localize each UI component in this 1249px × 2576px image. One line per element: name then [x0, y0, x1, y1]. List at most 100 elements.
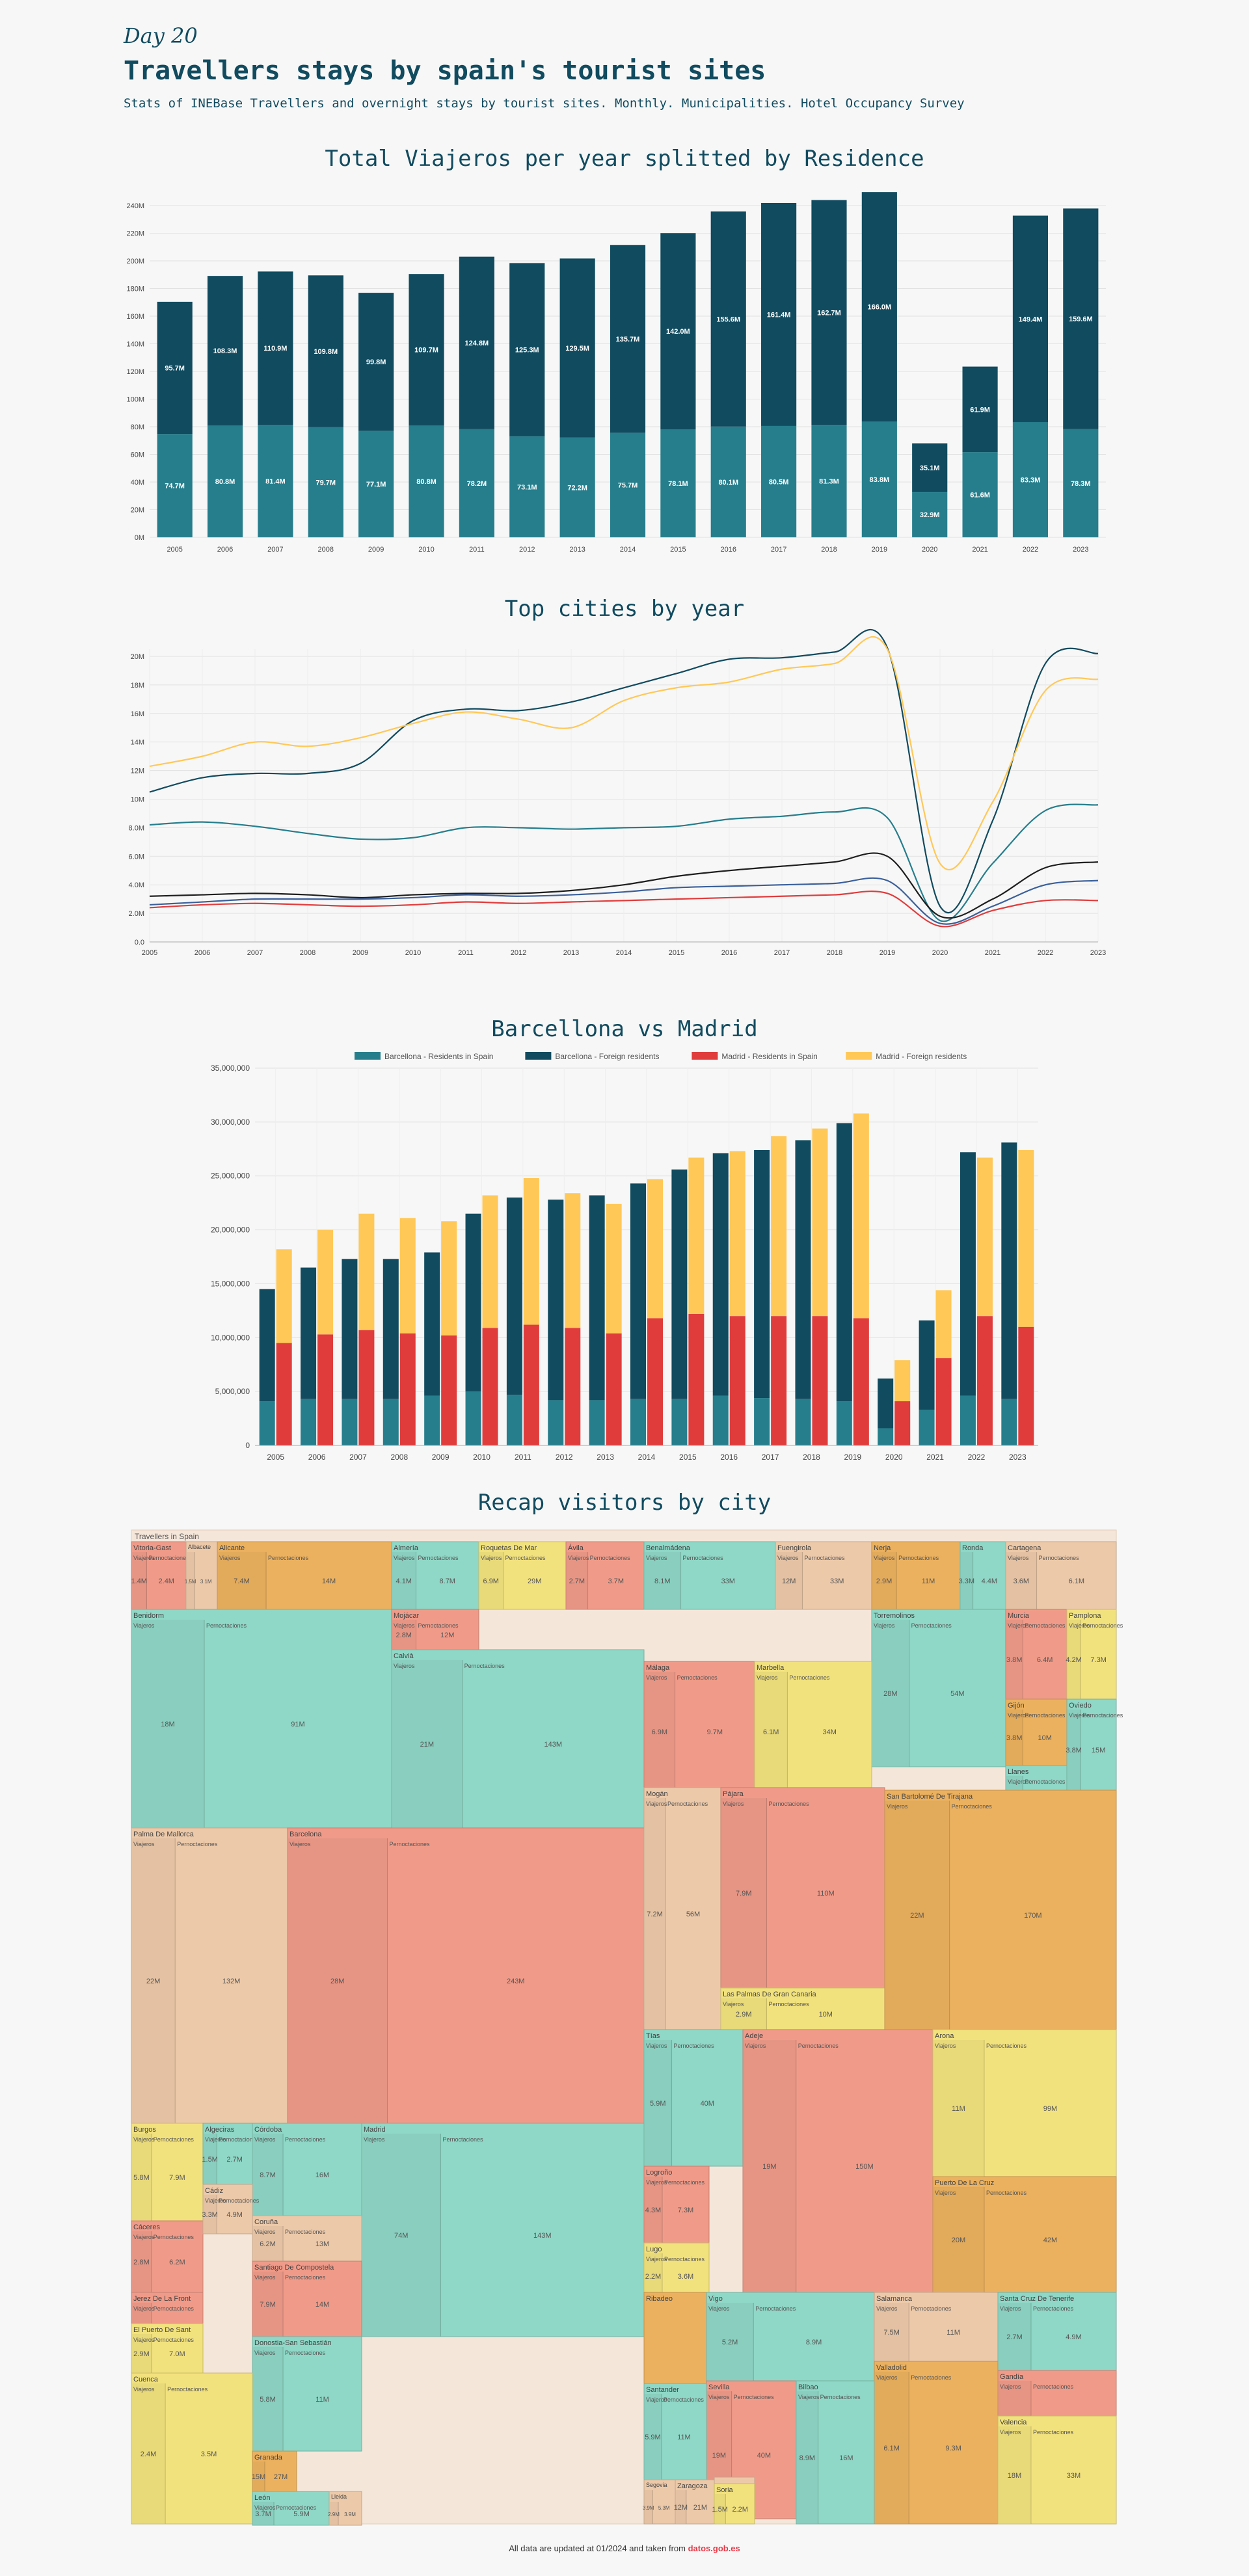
treemap-viajeros-box [645, 2040, 672, 2166]
treemap-viajeros-value: 5.8M [260, 2396, 275, 2404]
treemap-city-label: San Bartolomé De Tirajana [887, 1793, 973, 1801]
treemap-viajeros-value: 12M [782, 1577, 796, 1585]
treemap-viajeros-value: 22M [146, 1978, 160, 1985]
treemap-viajeros-box [776, 1552, 803, 1609]
treemap-viajeros-label: Viajeros [133, 2305, 155, 2312]
page-subtitle: Stats of INEBase Travellers and overnigh… [124, 96, 965, 111]
treemap-viajeros-label: Viajeros [1069, 1712, 1090, 1719]
bar-residents-spain [308, 427, 343, 537]
treemap-city-label: Segovia [646, 2482, 667, 2488]
treemap-city-label: Puerto De La Cruz [935, 2179, 994, 2187]
treemap-viajeros-value: 4.2M [1066, 1656, 1081, 1664]
x-tick-label: 2010 [418, 546, 434, 554]
treemap-pernoctaciones-value: 10M [1038, 1734, 1051, 1742]
y-tick-label: 10,000,000 [211, 1333, 250, 1342]
treemap-pernoctaciones-label: Pernoctaciones [986, 2190, 1027, 2196]
treemap-pernoctaciones-value: 40M [757, 2452, 771, 2460]
treemap-city-label: León [254, 2494, 270, 2502]
treemap-viajeros-box [218, 1552, 267, 1609]
treemap-viajeros-label: Viajeros [708, 2394, 730, 2400]
treemap-pernoctaciones-value: 6.1M [1069, 1577, 1084, 1585]
treemap-city-label: Alicante [219, 1544, 245, 1552]
treemap-pernoctaciones-value: 5.3M [658, 2505, 670, 2511]
footer-source-link[interactable]: datos.gob.es [688, 2543, 740, 2553]
x-tick-label: 2016 [721, 949, 737, 957]
treemap-pernoctaciones-value: 3.6M [678, 2273, 693, 2281]
data-label: 159.6M [1069, 315, 1093, 323]
treemap-viajeros-label: Viajeros [133, 2386, 155, 2393]
bar-madrid-residents [606, 1333, 622, 1445]
x-tick-label: 2012 [519, 546, 535, 554]
bar-madrid-foreign [1018, 1149, 1034, 1327]
treemap-viajeros-box [567, 1552, 588, 1609]
treemap-viajeros-label: Viajeros [723, 2001, 744, 2007]
y-tick-label: 180M [126, 286, 144, 293]
bar-foreign-residents [409, 274, 444, 426]
treemap-viajeros-box [645, 1552, 681, 1609]
y-tick-label: 0.0 [135, 939, 144, 946]
bar-barcelona-residents [589, 1400, 605, 1445]
treemap-city-label: Nerja [874, 1544, 891, 1552]
treemap-pernoctaciones-value: 33M [1067, 2472, 1081, 2480]
treemap-pernoctaciones-label: Pernoctaciones [285, 2350, 326, 2356]
treemap-pernoctaciones-label: Pernoctaciones [1033, 2383, 1074, 2390]
x-tick-label: 2007 [247, 949, 263, 957]
y-tick-label: 60M [131, 451, 144, 459]
treemap-viajeros-box [755, 1672, 788, 1791]
treemap-pernoctaciones-value: 110M [817, 1890, 835, 1898]
legend-swatch [525, 1052, 552, 1060]
data-label: 79.7M [316, 479, 336, 487]
treemap-viajeros-box [253, 2272, 284, 2336]
treemap-viajeros-label: Viajeros [646, 1674, 667, 1681]
y-tick-label: 20M [131, 507, 144, 515]
bar-madrid-foreign [894, 1360, 911, 1402]
treemap-viajeros-value: 6.9M [483, 1577, 499, 1585]
y-tick-label: 240M [126, 202, 144, 210]
x-tick-label: 2013 [569, 546, 585, 554]
bar-madrid-residents [358, 1330, 375, 1445]
treemap-viajeros-box [392, 1660, 463, 1827]
x-tick-label: 2009 [353, 949, 368, 957]
treemap-pernoctaciones-label: Pernoctaciones [219, 2136, 260, 2143]
bar-barcelona-residents [301, 1399, 317, 1445]
treemap-viajeros-value: 3.8M [1066, 1747, 1081, 1754]
treemap-city-label: Lugo [646, 2246, 662, 2253]
treemap-viajeros-label: Viajeros [364, 2136, 385, 2143]
bar-madrid-residents [647, 1318, 663, 1445]
bar-foreign-residents [207, 276, 243, 426]
bar-residents-spain [258, 425, 293, 537]
x-tick-label: 2019 [880, 949, 895, 957]
treemap-pernoctaciones-label: Pernoctaciones [167, 2386, 208, 2393]
treemap-city-label: Santiago De Compostela [254, 2264, 334, 2272]
treemap-viajeros-box [330, 2502, 338, 2525]
data-label: 80.8M [215, 478, 235, 486]
treemap-pernoctaciones-label: Pernoctaciones [1025, 1622, 1066, 1629]
treemap-viajeros-value: 2.9M [328, 2512, 340, 2517]
x-tick-label: 2009 [432, 1453, 450, 1462]
treemap-viajeros-value: 8.9M [799, 2454, 815, 2462]
treemap-viajeros-value: 5.9M [645, 2434, 660, 2441]
x-tick-label: 2015 [670, 546, 686, 554]
bar-barcelona-residents [1001, 1399, 1017, 1445]
treemap-viajeros-label: Viajeros [254, 2504, 276, 2511]
treemap-viajeros-value: 20M [952, 2236, 965, 2244]
data-label: 109.7M [414, 347, 438, 355]
treemap-pernoctaciones-value: 21M [693, 2504, 707, 2512]
treemap-pernoctaciones-label: Pernoctaciones [769, 1801, 810, 1807]
data-label: 74.7M [165, 483, 185, 490]
legend-swatch [692, 1052, 718, 1060]
treemap-viajeros-box [204, 2134, 217, 2184]
treemap-pernoctaciones-value: 99M [1043, 2105, 1057, 2113]
treemap-pernoctaciones-label: Pernoctaciones [154, 2234, 195, 2240]
bar-madrid-residents [441, 1335, 457, 1445]
y-tick-label: 0 [245, 1441, 250, 1450]
treemap-city-label: Fuengirola [777, 1544, 812, 1552]
treemap-pernoctaciones-label: Pernoctaciones [911, 1622, 952, 1629]
treemap-viajeros-box [204, 2195, 217, 2233]
bar-madrid-foreign [935, 1290, 952, 1358]
treemap-city-label: Pamplona [1069, 1612, 1101, 1620]
y-tick-label: 5,000,000 [215, 1387, 250, 1396]
treemap-viajeros-label: Viajeros [289, 1841, 311, 1847]
treemap-city-label: Donostia-San Sebastián [254, 2339, 332, 2347]
treemap-pernoctaciones-label: Pernoctaciones [154, 2136, 195, 2143]
